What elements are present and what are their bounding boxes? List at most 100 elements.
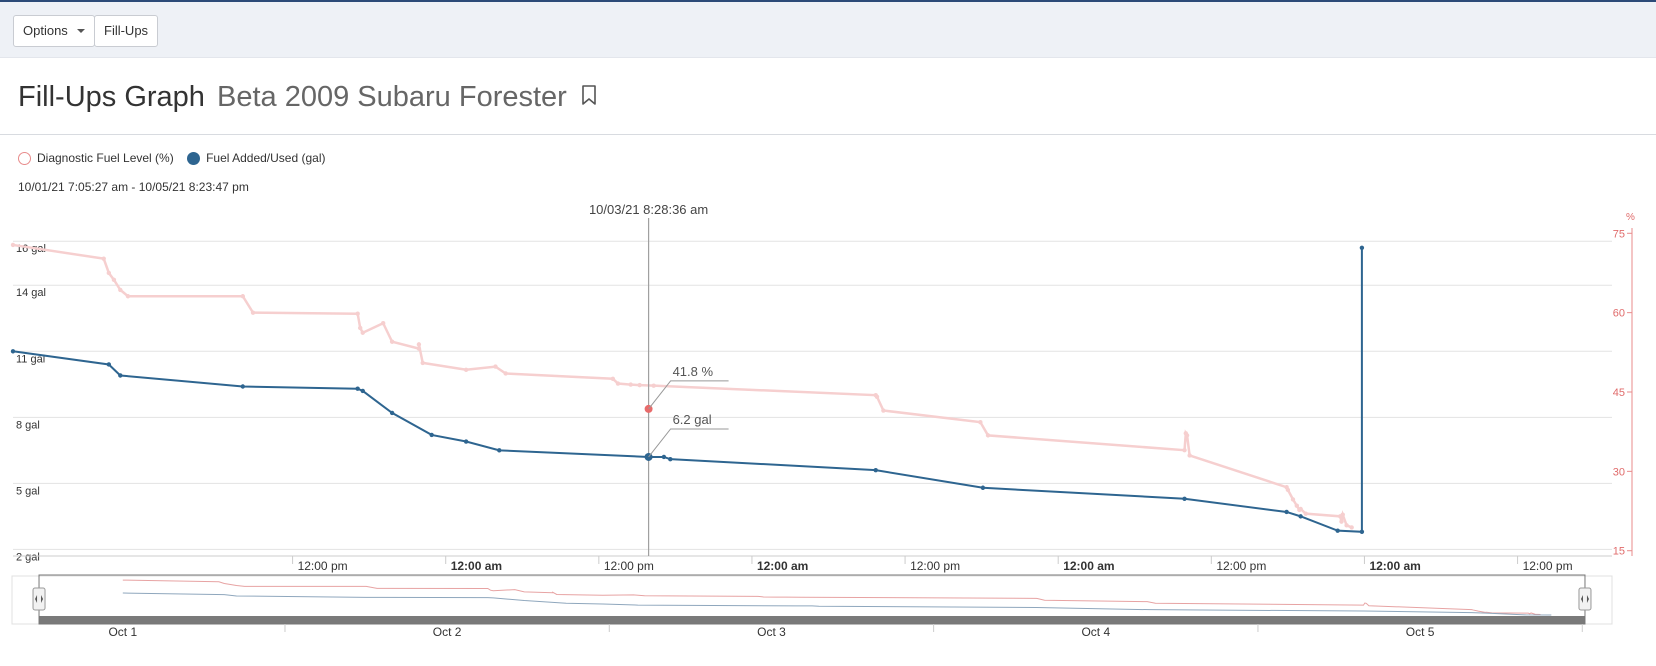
fuel-used-line [12, 247, 1363, 533]
navigator-window-band [39, 616, 1585, 624]
legend-label: Fuel Added/Used (gal) [206, 151, 326, 165]
fuel-level-point [1339, 519, 1344, 524]
fuel-level-point [355, 311, 360, 316]
fuel-level-point [1187, 453, 1192, 458]
fuel-level-point [874, 394, 880, 399]
legend-label: Diagnostic Fuel Level (%) [37, 151, 174, 165]
fill-ups-button[interactable]: Fill-Ups [94, 15, 159, 47]
x-tick-label: 12:00 pm [910, 559, 960, 573]
fuel-level-point [1184, 433, 1190, 438]
crosshair-time-label: 10/03/21 8:28:36 am [589, 202, 708, 217]
handle-arrow-right-icon [41, 595, 44, 603]
navigator-fuel-used-line [122, 592, 1552, 616]
top-accent-line [0, 0, 1656, 2]
fuel-used-point [106, 362, 112, 367]
fuel-used-point [360, 388, 365, 394]
fuel-used-point [873, 467, 878, 473]
fuel-used-point [1335, 528, 1340, 533]
fuel-level-point [985, 433, 991, 438]
navigator-fuel-level-line [122, 579, 1541, 616]
fuel-level-point [1344, 523, 1349, 528]
y-right-tick-label: 60 [1613, 308, 1625, 320]
fuel-level-point [637, 382, 642, 388]
handle-arrow-right-icon [1586, 595, 1589, 603]
fuel-level-point [101, 256, 106, 261]
fuel-level-point [463, 367, 469, 372]
fuel-used-point [463, 439, 469, 444]
fuel-level-point [106, 270, 112, 276]
fuel-level-point [420, 360, 425, 366]
fuel-level-callout: 41.8 % [673, 364, 714, 379]
navigator-date-label: Oct 1 [108, 625, 137, 639]
fuel-level-point [1183, 431, 1189, 436]
chart-legend: Diagnostic Fuel Level (%) Fuel Added/Use… [18, 151, 335, 168]
navigator-date-label: Oct 4 [1081, 625, 1110, 639]
x-tick-label: 12:00 pm [298, 559, 348, 573]
y-left-tick-label: 2 gal [16, 551, 40, 563]
y-left-tick-label: 14 gal [16, 287, 46, 299]
x-tick-label: 12:00 pm [1216, 559, 1266, 573]
legend-item-fuel-used[interactable]: Fuel Added/Used (gal) [187, 151, 325, 165]
fuel-level-point [1297, 507, 1302, 513]
fuel-used-point [1298, 514, 1303, 519]
fuel-level-point [389, 339, 395, 344]
fuel-used-point [1182, 496, 1187, 501]
navigator-window [38, 574, 1586, 625]
bookmark-icon[interactable] [581, 80, 597, 113]
y-right-tick-label: 45 [1613, 387, 1625, 399]
fuel-level-point [1349, 525, 1354, 530]
fuel-used-highlight-point [644, 452, 653, 461]
navigator-right-handle[interactable] [1578, 587, 1592, 611]
fuel-level-point [416, 342, 422, 347]
fill-ups-label: Fill-Ups [104, 23, 149, 38]
handle-arrow-left-icon [1580, 595, 1583, 603]
toolbar: Options Fill-Ups [0, 2, 1656, 58]
fuel-level-point [873, 392, 878, 398]
fuel-level-point [416, 346, 422, 351]
fuel-used-point [429, 432, 434, 438]
options-dropdown-button[interactable]: Options [13, 15, 95, 47]
x-tick-label: 12:00 pm [604, 559, 654, 573]
fuel-level-point [503, 371, 508, 376]
y-left-tick-label: 8 gal [16, 419, 40, 431]
fuel-level-point [1294, 503, 1300, 508]
handle-arrow-left-icon [35, 595, 38, 603]
y-right-tick-label: 75 [1613, 228, 1625, 240]
fuel-level-point [881, 408, 886, 413]
y-right-tick-label: 15 [1613, 546, 1625, 558]
fuel-level-point [358, 325, 363, 331]
fuel-level-point [628, 382, 633, 387]
handle-box [1578, 587, 1592, 611]
page-title-text: Fill-Ups Graph [18, 81, 205, 113]
y-left-tick-label: 11 gal [16, 353, 45, 365]
caret-down-icon [76, 28, 85, 33]
navigator-frame [11, 575, 1613, 625]
solid-circle-icon [187, 151, 201, 165]
vehicle-name: Beta 2009 Subaru Forester [217, 81, 567, 113]
fuel-used-point [661, 454, 667, 460]
fuel-level-highlight-point [644, 404, 653, 413]
fuel-used-point [1359, 245, 1365, 251]
navigator-date-label: Oct 2 [433, 625, 462, 639]
navigator-left-handle[interactable] [32, 587, 46, 611]
fuel-level-point [250, 310, 256, 315]
x-tick-label: 12:00 am [1063, 559, 1114, 573]
fuel-level-point [1290, 497, 1296, 502]
fuel-used-point [118, 373, 123, 378]
fuel-used-point [240, 384, 246, 389]
hollow-circle-icon [18, 151, 31, 165]
fuel-level-point [360, 330, 365, 335]
fuel-level-callout-leader [648, 380, 729, 410]
x-tick-label: 12:00 am [451, 559, 502, 573]
fuel-level-point [118, 287, 123, 293]
legend-item-fuel-level[interactable]: Diagnostic Fuel Level (%) [18, 151, 174, 165]
fuel-used-point [1284, 509, 1289, 515]
fuel-used-point [355, 386, 360, 391]
fuel-level-point [1182, 447, 1187, 453]
y-left-tick-label: 16 gal [16, 243, 46, 255]
x-tick-label: 12:00 pm [1523, 559, 1573, 573]
fuel-level-point [111, 277, 117, 283]
fuel-used-callout-leader [648, 428, 729, 458]
fuel-level-point [610, 376, 616, 381]
navigator-date-label: Oct 3 [757, 625, 786, 639]
